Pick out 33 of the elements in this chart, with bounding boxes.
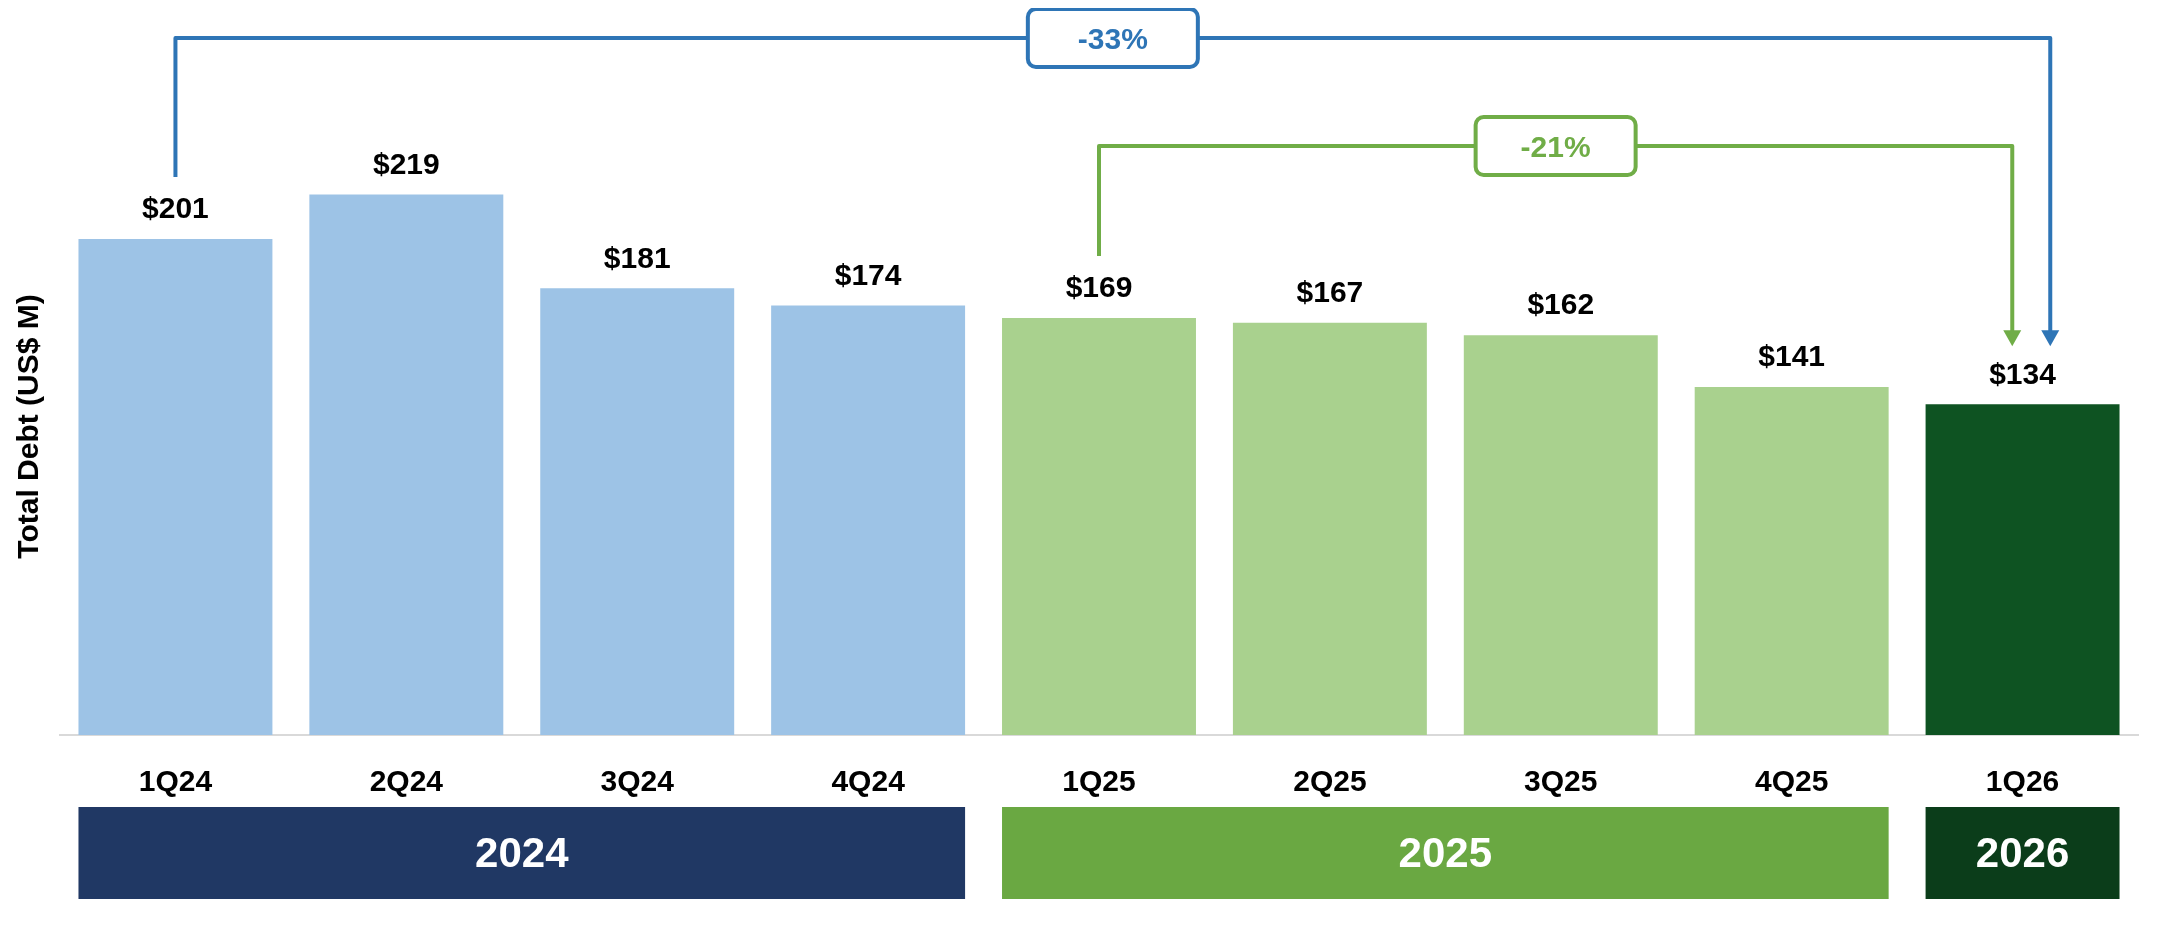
- bar: [540, 288, 735, 735]
- data-label: $134: [1989, 356, 2057, 390]
- bar: [1925, 404, 2120, 735]
- x-tick-label: 2Q25: [1293, 764, 1367, 798]
- data-label: $181: [603, 240, 671, 274]
- text: -21%: [1520, 130, 1591, 163]
- y-axis-title: Total Debt (US$ M): [11, 294, 45, 559]
- bar: [1232, 322, 1427, 735]
- bar: [1463, 335, 1658, 735]
- text: 2024: [475, 828, 570, 876]
- data-label: $174: [834, 257, 902, 291]
- bar: [309, 194, 504, 735]
- x-tick-label: 4Q24: [831, 764, 906, 798]
- text: 2026: [1975, 828, 2070, 876]
- bar: [78, 238, 273, 735]
- x-tick-label: 3Q24: [600, 764, 675, 798]
- x-tick-label: 3Q25: [1524, 764, 1598, 798]
- x-tick-label: 2Q24: [369, 764, 444, 798]
- text: -33%: [1077, 22, 1148, 55]
- bar: [771, 305, 966, 735]
- bar: [1002, 317, 1196, 735]
- bar: [1694, 387, 1889, 735]
- text: 2025: [1398, 828, 1493, 876]
- data-label: $201: [142, 191, 209, 225]
- x-tick-label: 1Q24: [138, 764, 213, 798]
- x-tick-label: 4Q25: [1754, 764, 1829, 798]
- data-label: $219: [372, 146, 440, 180]
- data-label: $141: [1758, 339, 1826, 373]
- x-tick-label: 1Q25: [1062, 764, 1136, 798]
- data-label: $167: [1296, 275, 1364, 309]
- x-tick-label: 1Q26: [1985, 764, 2060, 798]
- data-label: $169: [1065, 270, 1133, 304]
- data-label: $162: [1527, 287, 1595, 321]
